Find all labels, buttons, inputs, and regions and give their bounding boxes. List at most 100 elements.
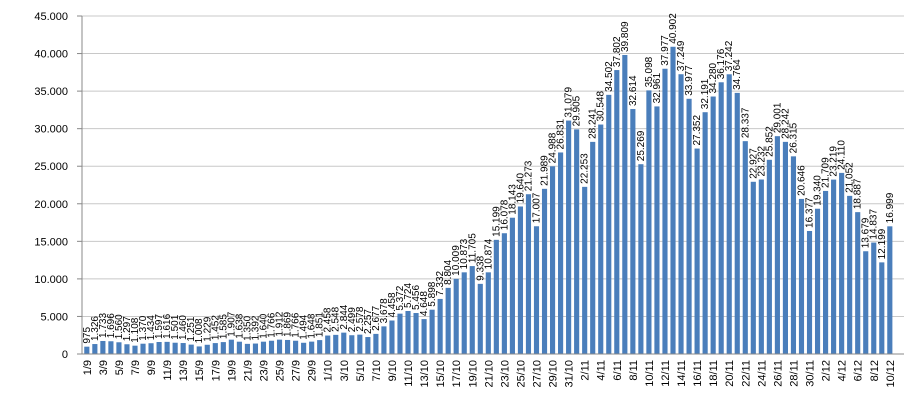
bar [831,179,837,354]
bar [678,74,684,354]
data-label: 2.499 [347,307,358,332]
x-tick-label: 11/10 [403,360,415,387]
data-label: 1.326 [90,316,101,341]
bar [766,159,772,354]
data-label: 1.108 [130,317,141,342]
x-tick-label: 19/9 [226,360,238,381]
bar [333,334,339,354]
data-label: 1.297 [122,316,133,341]
x-tick-label: 6/12 [853,360,865,381]
bar [646,90,652,354]
bar [397,313,403,354]
bar [549,166,556,354]
data-label: 36.176 [716,48,727,79]
bar [164,341,170,354]
data-label: 1.229 [202,316,213,341]
bar [855,212,861,354]
x-tick-label: 22/11 [740,360,752,387]
bar [614,70,620,355]
data-label: 34.280 [708,62,719,93]
y-tick-label: 20.000 [34,199,68,211]
data-label: 1.460 [178,315,189,340]
bar [349,335,355,354]
bar [421,319,427,354]
data-label: 25.269 [636,130,647,161]
data-label: 26.831 [556,118,567,149]
data-label: 15.199 [491,206,502,237]
y-tick-label: 5.000 [40,311,68,323]
bar [413,313,419,354]
x-tick-label: 21/9 [242,360,254,381]
bar [839,172,845,354]
bar [309,341,315,354]
bar [260,341,267,354]
data-label: 21.052 [845,162,856,193]
bar [598,124,604,355]
bar [887,226,893,354]
bar [469,266,475,354]
data-label: 14.837 [869,209,880,240]
data-label: 22.927 [748,148,759,179]
data-label: 32.614 [628,75,639,106]
bar [750,181,756,354]
data-label: 1.851 [315,312,326,337]
bar [373,333,379,354]
data-label: 16.377 [805,197,816,228]
data-label: 10.873 [459,238,470,269]
data-label: 1.869 [283,311,294,336]
y-tick-label: 40.000 [34,49,68,61]
data-label: 21.273 [523,160,534,191]
data-label: 1.733 [98,313,109,338]
data-label: 23.232 [756,145,767,176]
data-label: 33.977 [684,65,695,96]
data-label: 24.988 [548,132,559,163]
data-label: 37.802 [612,36,623,67]
x-tick-label: 29/9 [307,360,319,381]
x-tick-label: 9/9 [146,360,158,375]
bar [445,287,451,354]
bar [116,342,122,354]
bar [582,186,588,354]
data-label: 1.434 [146,315,157,340]
data-label: 12.199 [877,228,888,259]
x-tick-label: 1/10 [323,360,335,381]
bar [108,341,114,354]
data-label: 21.709 [821,157,832,188]
bar [622,54,628,355]
data-label: 23.219 [829,146,840,177]
bar [606,94,612,354]
data-label: 18.143 [507,184,518,215]
data-label: 1.640 [258,313,269,338]
bar [252,343,259,354]
bar [92,344,98,354]
data-label: 28.337 [740,107,751,138]
x-tick-label: 30/11 [805,360,817,387]
bar [823,190,829,354]
bar [734,92,740,355]
bar [212,343,218,354]
bar [694,148,700,354]
x-tick-label: 5/10 [355,360,367,381]
data-label: 1.494 [299,314,310,339]
data-label: 40.902 [668,13,679,44]
bar [405,311,411,354]
bar [742,141,748,354]
data-label: 975 [82,327,93,344]
bar [558,152,564,354]
data-label: 2.257 [363,309,374,334]
data-label: 32.191 [700,78,711,109]
data-label: 5.456 [411,285,422,310]
data-label: 24.110 [837,140,848,170]
data-label: 19.640 [515,172,526,203]
x-tick-label: 1/9 [82,360,94,375]
data-label: 1.560 [114,314,125,339]
data-label: 34.764 [732,59,743,90]
data-label: 1.912 [275,311,286,336]
y-tick-label: 25.000 [34,161,68,173]
y-tick-label: 0 [62,349,68,361]
data-label: 1.616 [162,313,173,338]
data-label: 17.007 [531,192,542,223]
bar [871,242,877,354]
x-tick-label: 10/12 [885,360,897,388]
x-tick-label: 3/9 [98,360,110,375]
